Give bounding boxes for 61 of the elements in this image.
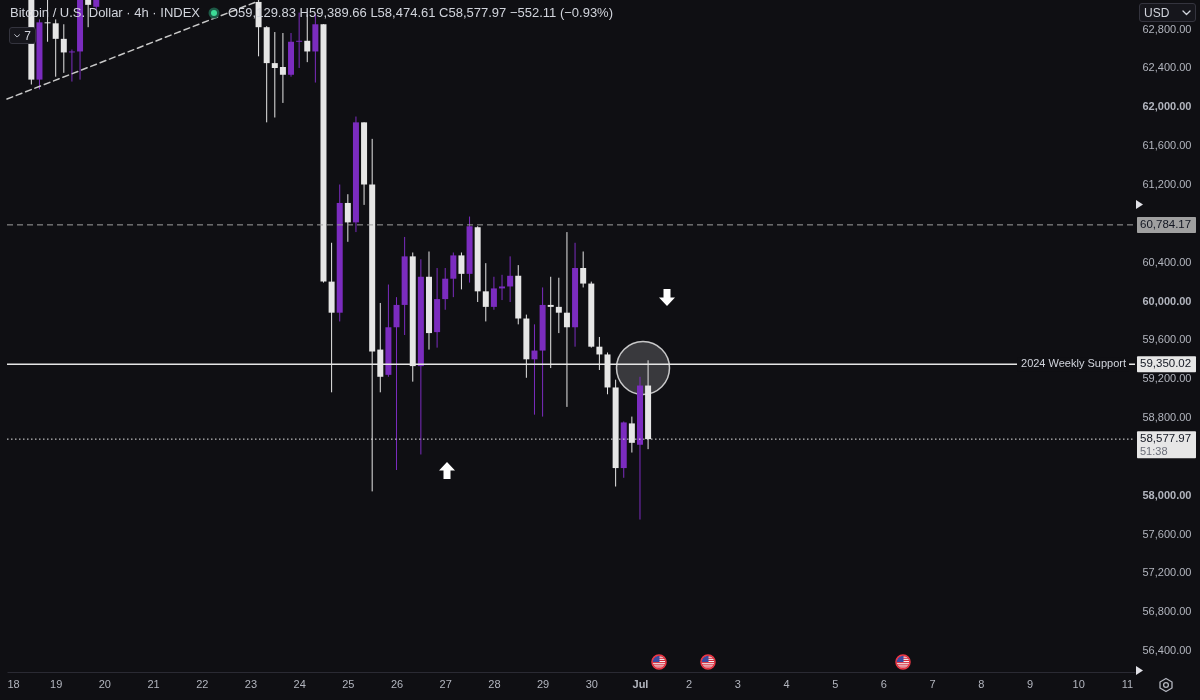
y-tick-label: 60,400.00 [1142, 255, 1192, 268]
x-tick-label: Jul [632, 677, 649, 690]
x-tick-label: 21 [147, 677, 160, 690]
x-tick-label: 5 [832, 677, 839, 690]
candlestick [344, 193, 351, 243]
y-tick-label: 62,400.00 [1142, 61, 1192, 74]
candlestick [450, 251, 457, 298]
x-tick-label: 28 [488, 677, 501, 690]
y-tick-label: 59,200.00 [1142, 372, 1192, 385]
x-tick-label: 8 [978, 677, 985, 690]
collapse-button: 7 [9, 27, 36, 44]
x-tick-label: 30 [585, 677, 598, 690]
y-tick-label: 58,800.00 [1142, 411, 1192, 424]
y-tick-label: 61,600.00 [1142, 139, 1192, 152]
x-tick-label: 4 [783, 677, 790, 690]
ref-line-label: 58,577.97 [1140, 432, 1192, 445]
candlestick [442, 267, 449, 311]
candlestick [555, 277, 562, 334]
x-tick-label: 3 [734, 677, 741, 690]
currency-dropdown: USD [1139, 3, 1196, 22]
ref-line-label: 60,784.17 [1140, 217, 1192, 230]
candlestick [507, 255, 514, 303]
y-tick-label: 61,200.00 [1142, 178, 1192, 191]
y-tick-label: 58,000.00 [1142, 488, 1192, 501]
y-tick-label: 59,600.00 [1142, 333, 1192, 346]
annotation: 7 [24, 28, 31, 43]
candlestick [531, 323, 538, 416]
x-tick-label: 27 [439, 677, 452, 690]
y-tick-label: 62,800.00 [1142, 22, 1192, 35]
x-tick-label: 23 [244, 677, 258, 690]
x-tick-label: 22 [196, 677, 209, 690]
ref-line-label: 59,350.02 [1140, 357, 1192, 370]
x-tick-label: 11 [1121, 677, 1134, 690]
candlestick [499, 274, 506, 301]
y-tick-label: 57,600.00 [1142, 527, 1192, 540]
x-tick-label: 18 [7, 677, 20, 690]
candlestick [271, 31, 278, 118]
x-tick-label: 9 [1026, 677, 1034, 690]
annotation: 2024 Weekly Support [1021, 357, 1126, 370]
candlestick [279, 32, 286, 104]
x-tick-label: 2 [686, 677, 693, 690]
y-tick-label: 56,800.00 [1142, 605, 1192, 618]
candlestick [482, 262, 489, 322]
candlestick [393, 296, 400, 471]
x-tick-label: 10 [1072, 677, 1085, 690]
y-tick-label: 60,000.00 [1142, 294, 1192, 307]
candlestick [490, 276, 497, 311]
y-tick-label: 57,200.00 [1142, 566, 1192, 579]
x-tick-label: 19 [50, 677, 63, 690]
x-tick-label: 29 [536, 677, 550, 690]
x-tick-label: 6 [880, 677, 887, 690]
candlestick [580, 251, 587, 288]
x-tick-label: 24 [293, 677, 306, 690]
y-tick-label: 56,400.00 [1142, 644, 1192, 657]
x-tick-label: 7 [929, 677, 936, 690]
y-tick-label: 62,000.00 [1142, 100, 1192, 113]
x-tick-label: 26 [390, 677, 404, 690]
x-tick-label: 25 [342, 677, 355, 690]
text: 51:38 [1140, 445, 1168, 458]
x-tick-label: 20 [98, 677, 112, 690]
candlestick [458, 251, 465, 290]
